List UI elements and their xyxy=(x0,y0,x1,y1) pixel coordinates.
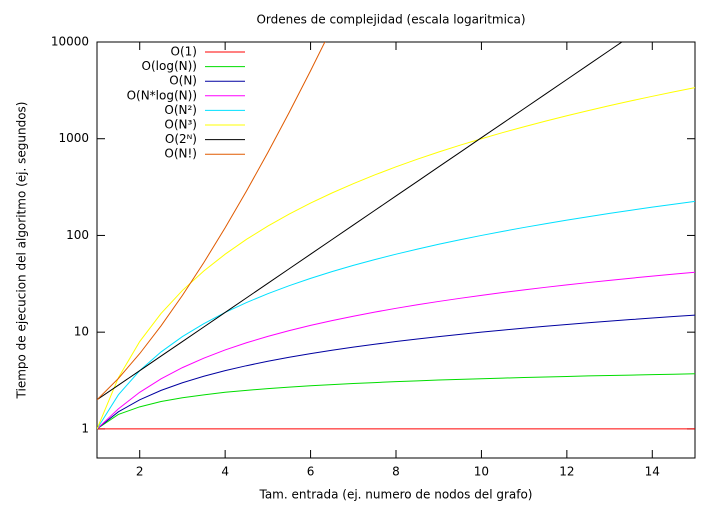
legend-label: O(N³) xyxy=(164,118,197,132)
chart-title: Ordenes de complejidad (escala logaritmi… xyxy=(256,13,525,27)
series-line xyxy=(97,373,695,430)
x-axis-label: Tam. entrada (ej. numero de nodos del gr… xyxy=(258,488,532,502)
legend-label: O(N*log(N)) xyxy=(127,88,197,102)
x-tick-label: 14 xyxy=(645,465,660,479)
series-line xyxy=(97,200,695,430)
y-tick-label: 1000 xyxy=(58,131,89,145)
series-line xyxy=(97,42,326,401)
legend-label: O(N!) xyxy=(164,147,197,161)
series-line xyxy=(97,87,695,430)
y-axis-label: Tiempo de ejecucion del algoritmo (ej. s… xyxy=(15,102,29,400)
x-tick-label: 12 xyxy=(559,465,574,479)
x-tick-label: 10 xyxy=(474,465,489,479)
series-line xyxy=(97,42,623,401)
legend-label: O(N) xyxy=(169,74,197,88)
x-tick-label: 8 xyxy=(392,465,400,479)
y-tick-label: 10000 xyxy=(51,35,89,49)
legend-label: O(N²) xyxy=(164,103,197,117)
y-tick-label: 1 xyxy=(81,421,89,435)
y-tick-label: 100 xyxy=(66,228,89,242)
legend-label: O(1) xyxy=(171,45,197,59)
legend-label: O(log(N)) xyxy=(142,59,197,73)
x-tick-label: 2 xyxy=(136,465,144,479)
series-line xyxy=(97,271,695,430)
series-line xyxy=(97,314,695,430)
legend-label: O(2ᴺ) xyxy=(165,132,197,146)
y-tick-label: 10 xyxy=(74,325,89,339)
x-tick-label: 4 xyxy=(221,465,229,479)
x-tick-label: 6 xyxy=(307,465,315,479)
